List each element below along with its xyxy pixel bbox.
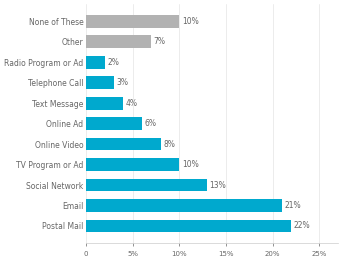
Bar bbox=[86, 35, 152, 48]
Text: 21%: 21% bbox=[284, 201, 301, 210]
Text: 4%: 4% bbox=[126, 99, 138, 108]
Bar bbox=[86, 97, 123, 110]
Text: 22%: 22% bbox=[293, 222, 310, 230]
Text: 13%: 13% bbox=[210, 181, 226, 189]
Text: 3%: 3% bbox=[117, 78, 129, 87]
Text: 2%: 2% bbox=[107, 58, 119, 67]
Bar bbox=[86, 199, 282, 212]
Bar bbox=[86, 158, 180, 171]
Text: 10%: 10% bbox=[182, 160, 198, 169]
Bar bbox=[86, 56, 105, 69]
Bar bbox=[86, 138, 161, 151]
Text: 7%: 7% bbox=[154, 37, 166, 46]
Bar bbox=[86, 15, 180, 28]
Text: 10%: 10% bbox=[182, 17, 198, 26]
Bar bbox=[86, 179, 207, 191]
Text: 8%: 8% bbox=[163, 140, 175, 149]
Bar bbox=[86, 117, 142, 130]
Bar bbox=[86, 76, 114, 89]
Text: 6%: 6% bbox=[144, 119, 156, 128]
Bar bbox=[86, 220, 291, 232]
